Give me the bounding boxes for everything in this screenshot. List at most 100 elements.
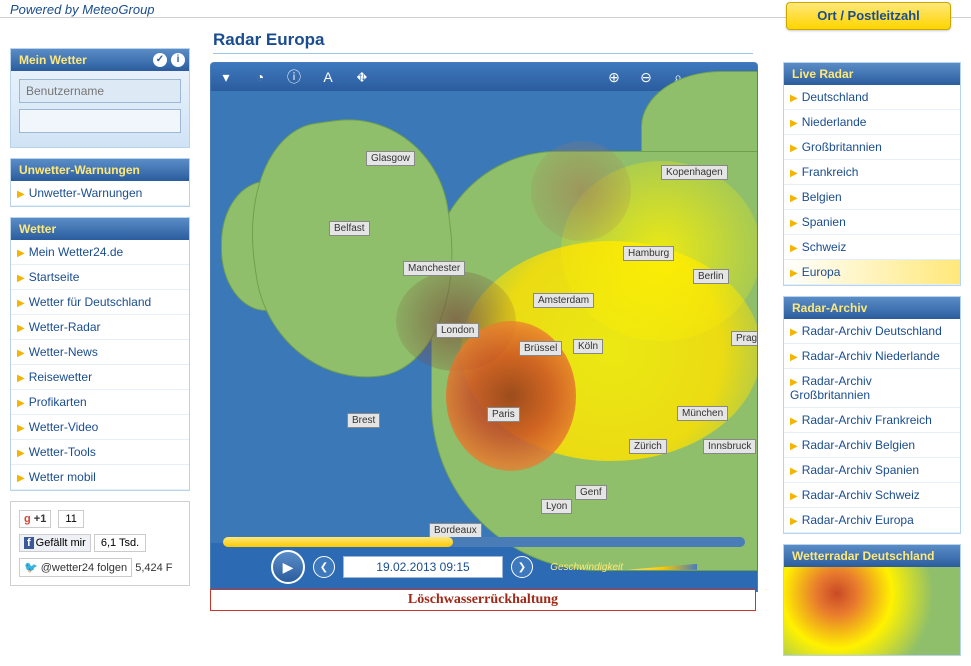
menu-item[interactable]: ▶Radar-Archiv Niederlande	[784, 344, 960, 369]
triangle-icon: ▶	[17, 373, 25, 384]
city-label[interactable]: Glasgow	[366, 151, 415, 166]
play-button[interactable]: ▶	[271, 550, 305, 584]
city-label[interactable]: Kopenhagen	[661, 165, 728, 180]
city-label[interactable]: Genf	[575, 485, 607, 500]
location-search-button[interactable]: Ort / Postleitzahl	[786, 2, 951, 30]
triangle-icon: ▶	[17, 448, 25, 459]
timestamp-display: 19.02.2013 09:15	[343, 556, 503, 578]
city-label[interactable]: Lyon	[541, 499, 572, 514]
menu-item[interactable]: ▶Großbritannien	[784, 135, 960, 160]
city-label[interactable]: Amsterdam	[533, 293, 594, 308]
live-radar-header: Live Radar	[784, 63, 960, 85]
menu-item[interactable]: ▶Startseite	[11, 265, 189, 290]
city-label[interactable]: Hamburg	[623, 246, 674, 261]
toolbar-icon[interactable]: ⛖	[353, 68, 371, 86]
timeline-fill	[223, 537, 453, 547]
menu-item[interactable]: ▶Wetter für Deutschland	[11, 290, 189, 315]
menu-item[interactable]: ▶Wetter-Radar	[11, 315, 189, 340]
menu-item[interactable]: ▶Wetter mobil	[11, 465, 189, 490]
city-label[interactable]: Berlin	[693, 269, 729, 284]
menu-item[interactable]: ▶Radar-Archiv Spanien	[784, 458, 960, 483]
gplus-count: 11	[58, 510, 83, 528]
menu-item[interactable]: ▶Niederlande	[784, 110, 960, 135]
city-label[interactable]: Manchester	[403, 261, 465, 276]
menu-item[interactable]: ▶Schweiz	[784, 235, 960, 260]
twitter-follow-button[interactable]: 🐦 @wetter24 folgen	[19, 558, 132, 577]
info-icon[interactable]: i	[171, 53, 185, 67]
city-label[interactable]: Zürich	[629, 439, 667, 454]
toolbar-icon[interactable]: ⊕	[605, 68, 623, 86]
triangle-icon: ▶	[790, 218, 798, 229]
facebook-count: 6,1 Tsd.	[94, 534, 146, 552]
menu-item[interactable]: ▶Radar-Archiv Belgien	[784, 433, 960, 458]
city-label[interactable]: München	[677, 406, 728, 421]
mini-radar-thumb[interactable]	[784, 567, 960, 655]
speed-slider[interactable]	[627, 564, 697, 570]
triangle-icon: ▶	[17, 423, 25, 434]
city-label[interactable]: Bordeaux	[429, 523, 482, 538]
gplus-button[interactable]: g +1	[19, 510, 51, 528]
toolbar-icon[interactable]: A	[319, 68, 337, 86]
toolbar-icon[interactable]: ◔	[251, 68, 269, 86]
login-panel-header: Mein Wetter ✓ i	[11, 49, 189, 71]
triangle-icon: ▶	[17, 298, 25, 309]
triangle-icon: ▶	[790, 243, 798, 254]
menu-item[interactable]: ▶Profikarten	[11, 390, 189, 415]
triangle-icon: ▶	[17, 323, 25, 334]
page-title: Radar Europa	[213, 30, 753, 54]
city-label[interactable]: Brest	[347, 413, 380, 428]
twitter-count: 5,424 F	[135, 562, 172, 574]
menu-item[interactable]: ▶Mein Wetter24.de	[11, 240, 189, 265]
password-input[interactable]	[19, 109, 181, 133]
menu-item[interactable]: ▶Deutschland	[784, 85, 960, 110]
step-back-button[interactable]: ❮	[313, 556, 335, 578]
menu-item[interactable]: ▶Radar-Archiv Großbritannien	[784, 369, 960, 408]
triangle-icon: ▶	[790, 377, 798, 388]
menu-item[interactable]: ▶Belgien	[784, 185, 960, 210]
city-label[interactable]: Prag	[731, 331, 758, 346]
menu-item[interactable]: ▶Frankreich	[784, 160, 960, 185]
toolbar-icon[interactable]: ⓘ	[285, 68, 303, 86]
triangle-icon: ▶	[17, 189, 25, 200]
toolbar-icon[interactable]: ⊖	[637, 68, 655, 86]
city-label[interactable]: London	[436, 323, 479, 338]
triangle-icon: ▶	[17, 348, 25, 359]
mini-radar-panel: Wetterradar Deutschland	[783, 544, 961, 656]
triangle-icon: ▶	[790, 352, 798, 363]
left-sidebar: Mein Wetter ✓ i Unwetter-Warnungen ▶Unwe…	[10, 48, 190, 594]
menu-item[interactable]: ▶Unwetter-Warnungen	[11, 181, 189, 206]
timeline-scrubber[interactable]	[223, 537, 745, 547]
triangle-icon: ▶	[790, 516, 798, 527]
city-label[interactable]: Brüssel	[519, 341, 562, 356]
speed-label: Geschwindigkeit	[550, 562, 697, 573]
menu-item[interactable]: ▶Radar-Archiv Schweiz	[784, 483, 960, 508]
ad-banner[interactable]: Löschwasserrückhaltung	[210, 589, 756, 611]
right-sidebar: Live Radar ▶Deutschland▶Niederlande▶Groß…	[783, 62, 961, 666]
step-forward-button[interactable]: ❯	[511, 556, 533, 578]
precip-overlay	[531, 141, 631, 241]
check-icon[interactable]: ✓	[153, 53, 167, 67]
city-label[interactable]: Innsbruck	[703, 439, 756, 454]
triangle-icon: ▶	[17, 473, 25, 484]
username-input[interactable]	[19, 79, 181, 103]
menu-item[interactable]: ▶Wetter-Video	[11, 415, 189, 440]
radar-map: ▾◔ⓘA⛖ ⊕⊖⌕▤⟳ GlasgowBelfastManchesterLond…	[210, 62, 758, 592]
menu-item[interactable]: ▶Wetter-Tools	[11, 440, 189, 465]
triangle-icon: ▶	[790, 416, 798, 427]
city-label[interactable]: Köln	[573, 339, 603, 354]
menu-item[interactable]: ▶Radar-Archiv Frankreich	[784, 408, 960, 433]
menu-item[interactable]: ▶Reisewetter	[11, 365, 189, 390]
menu-item[interactable]: ▶Radar-Archiv Deutschland	[784, 319, 960, 344]
menu-item[interactable]: ▶Radar-Archiv Europa	[784, 508, 960, 533]
city-label[interactable]: Belfast	[329, 221, 370, 236]
menu-item[interactable]: ▶Spanien	[784, 210, 960, 235]
radar-archive-header: Radar-Archiv	[784, 297, 960, 319]
menu-item[interactable]: ▶Wetter-News	[11, 340, 189, 365]
toolbar-icon[interactable]: ▾	[217, 68, 235, 86]
map-canvas[interactable]: Glasgow Belfast Manchester London Brest Paris…	[211, 91, 757, 543]
menu-item[interactable]: ▶Europa	[784, 260, 960, 285]
triangle-icon: ▶	[790, 491, 798, 502]
city-label[interactable]: Paris	[487, 407, 520, 422]
facebook-like-button[interactable]: fGefällt mir	[19, 534, 91, 552]
live-radar-panel: Live Radar ▶Deutschland▶Niederlande▶Groß…	[783, 62, 961, 286]
